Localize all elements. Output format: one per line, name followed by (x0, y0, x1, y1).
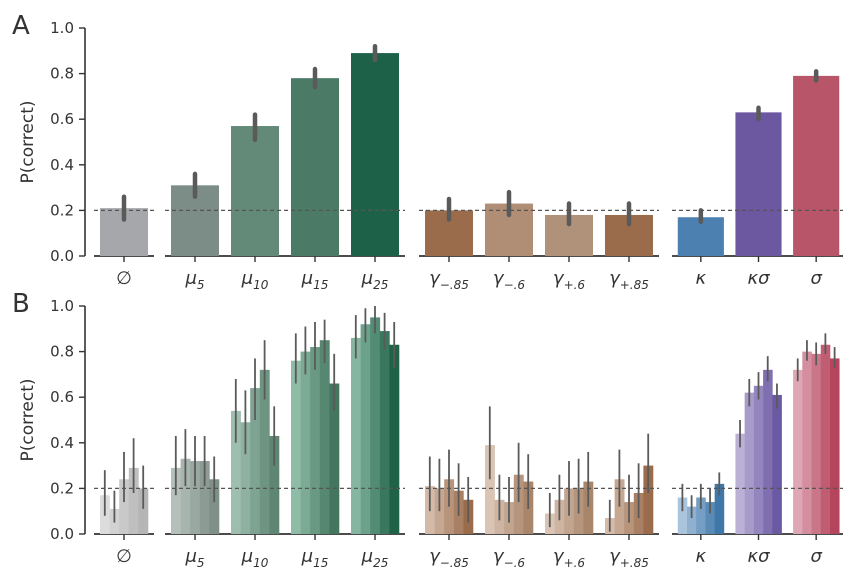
y-tick-label: 0.2 (50, 201, 74, 219)
x-tick-label: γ+.85 (609, 546, 649, 570)
bar (735, 433, 745, 534)
bar (696, 497, 706, 534)
x-tick-label: κ (696, 546, 707, 567)
bar (677, 497, 688, 534)
y-tick-label: 0.0 (50, 247, 74, 265)
y-tick-label: 0.8 (50, 65, 74, 83)
bar (714, 483, 725, 534)
y-tick-label: 0.0 (50, 525, 74, 543)
bar (300, 351, 311, 534)
y-tick-label: 1.0 (50, 19, 74, 37)
bar (772, 394, 782, 534)
x-tick-label: μ5 (184, 268, 204, 292)
y-tick-label: 1.0 (50, 297, 74, 315)
bar (389, 344, 400, 534)
bar (319, 340, 330, 534)
x-tick-label: γ−.85 (429, 546, 469, 570)
bar (231, 126, 279, 256)
y-tick-label: 0.4 (50, 156, 74, 174)
bar (744, 392, 755, 534)
bar (259, 369, 270, 534)
panel-B: B P(correct) 0.0 0.2 0.4 0.6 0.8 1.0 ∅ μ5 μ10 μ15 μ2… (12, 289, 843, 570)
bar (802, 351, 812, 534)
x-tick-label: κ (696, 268, 707, 289)
bar (329, 383, 340, 534)
panel-A: A P(correct) 0.0 0.2 0.4 0.6 0.8 1.0 ∅ μ5 μ10 μ15 μ2… (12, 11, 843, 292)
y-tick-label: 0.6 (50, 388, 74, 406)
bar (199, 461, 210, 534)
bar (360, 324, 371, 534)
bar (686, 506, 697, 534)
x-tick-label: μ10 (241, 268, 269, 292)
bar (351, 53, 399, 256)
x-tick-label: ∅ (116, 268, 132, 289)
x-tick-label: γ−.6 (493, 268, 526, 292)
bar (370, 317, 381, 534)
bar (643, 465, 654, 534)
x-tick-label: μ25 (361, 546, 389, 570)
bar (240, 422, 251, 534)
bar (190, 461, 201, 534)
x-tick-label: γ−.6 (493, 546, 526, 570)
bar (811, 353, 822, 534)
y-tick-label: 0.4 (50, 434, 74, 452)
y-axis-label: P(correct) (18, 100, 38, 183)
bar (138, 488, 149, 534)
bar (351, 337, 361, 534)
y-tick-label: 0.8 (50, 343, 74, 361)
x-tick-label: μ25 (361, 268, 389, 292)
panel-label: A (12, 11, 30, 41)
x-tick-label: κσ (747, 546, 770, 567)
y-tick-label: 0.6 (50, 110, 74, 128)
bar (171, 467, 181, 534)
bar (583, 481, 594, 534)
x-tick-label: γ+.85 (609, 268, 649, 292)
x-tick-label: μ5 (184, 546, 204, 570)
x-tick-label: μ15 (301, 546, 329, 570)
bar (379, 331, 390, 534)
bar (485, 445, 495, 534)
x-tick-label: σ (810, 268, 822, 289)
bar (269, 435, 280, 534)
x-tick-label: μ15 (301, 268, 329, 292)
bar (209, 479, 220, 534)
bar (250, 388, 261, 534)
panel-label: B (12, 289, 30, 319)
bar (705, 502, 715, 534)
x-tick-label: κσ (747, 268, 770, 289)
bar (763, 369, 773, 534)
x-tick-label: γ−.85 (429, 268, 469, 292)
bar (753, 385, 764, 534)
bar (735, 112, 782, 256)
x-tick-label: γ+.6 (553, 546, 586, 570)
bar (291, 360, 301, 534)
bar (128, 467, 139, 534)
bar (180, 458, 191, 534)
bar (793, 369, 803, 534)
x-tick-label: ∅ (116, 546, 132, 567)
bar (793, 75, 840, 256)
bar (513, 474, 524, 534)
bar (119, 479, 130, 534)
bar (820, 344, 831, 534)
bar (291, 78, 339, 256)
y-axis-label: P(correct) (18, 378, 38, 461)
x-tick-label: σ (810, 546, 822, 567)
y-tick-label: 0.2 (50, 479, 74, 497)
x-tick-label: γ+.6 (553, 268, 586, 292)
bar (830, 358, 840, 534)
bar (231, 410, 241, 534)
x-tick-label: μ10 (241, 546, 269, 570)
bar (310, 347, 321, 534)
